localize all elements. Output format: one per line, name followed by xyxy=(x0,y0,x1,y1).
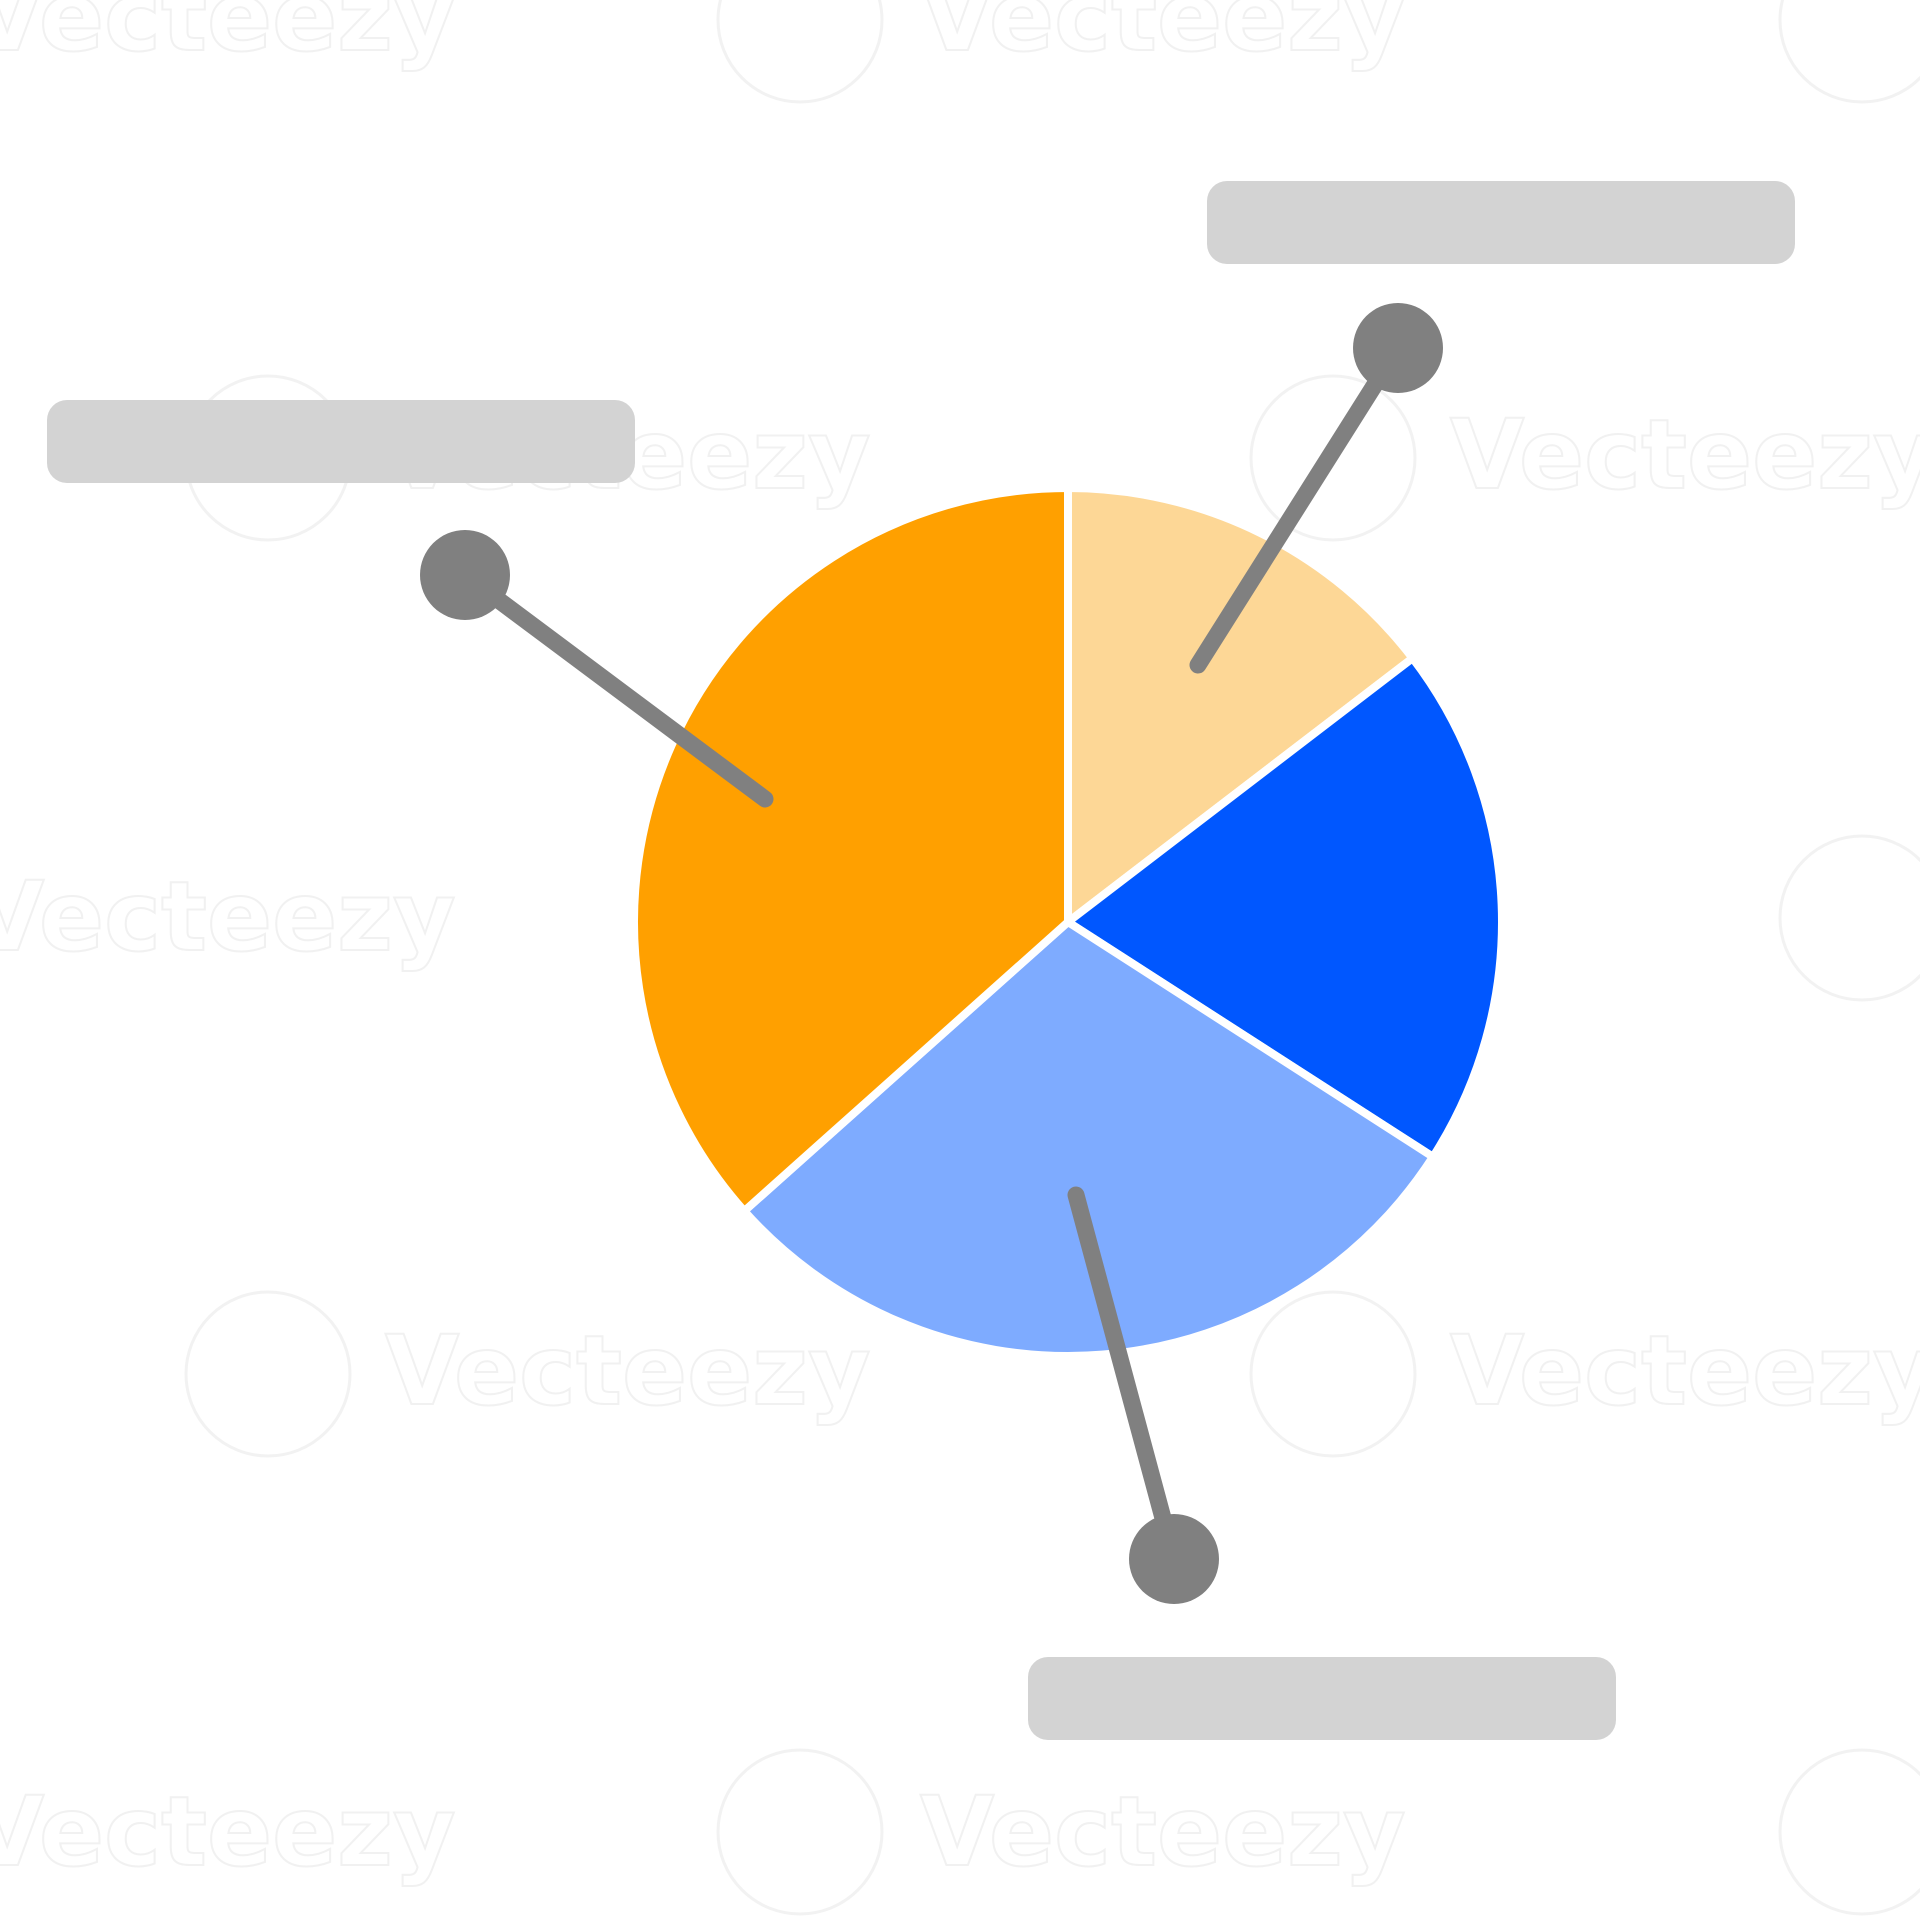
callout-label-placeholder-bottom xyxy=(1028,1657,1616,1740)
watermark-8 xyxy=(1778,834,1920,1002)
callout-label-placeholder-top-right xyxy=(1207,181,1795,264)
callout-labels xyxy=(47,181,1795,1740)
leader-line-bottom xyxy=(1067,1186,1183,1568)
callout-label-placeholder-left xyxy=(47,400,635,483)
callout-leaders xyxy=(420,303,1443,1604)
watermark-13 xyxy=(1778,1748,1920,1916)
pie-chart xyxy=(630,484,1506,1360)
leader-pin-left xyxy=(420,530,510,620)
pie-slice-1 xyxy=(1064,484,1417,926)
watermark-logo-icon xyxy=(716,0,884,104)
pie-slice-3 xyxy=(740,918,1437,1360)
pie-slice-2 xyxy=(1064,654,1506,1161)
leader-pin-bottom xyxy=(1129,1514,1219,1604)
watermark-logo-icon xyxy=(1778,0,1920,104)
pie-slice-4 xyxy=(630,484,1072,1216)
watermark-logo-icon xyxy=(1778,1748,1920,1916)
leader-pin-top-right xyxy=(1353,303,1443,393)
watermark-logo-icon xyxy=(1249,1290,1417,1458)
watermark-logo-icon xyxy=(716,1748,884,1916)
watermark-logo-icon xyxy=(1778,834,1920,1002)
watermark-logo-icon xyxy=(184,1290,352,1458)
leader-line-left xyxy=(456,566,774,808)
watermark-2 xyxy=(1778,0,1920,104)
leader-line-top-right xyxy=(1189,339,1407,674)
